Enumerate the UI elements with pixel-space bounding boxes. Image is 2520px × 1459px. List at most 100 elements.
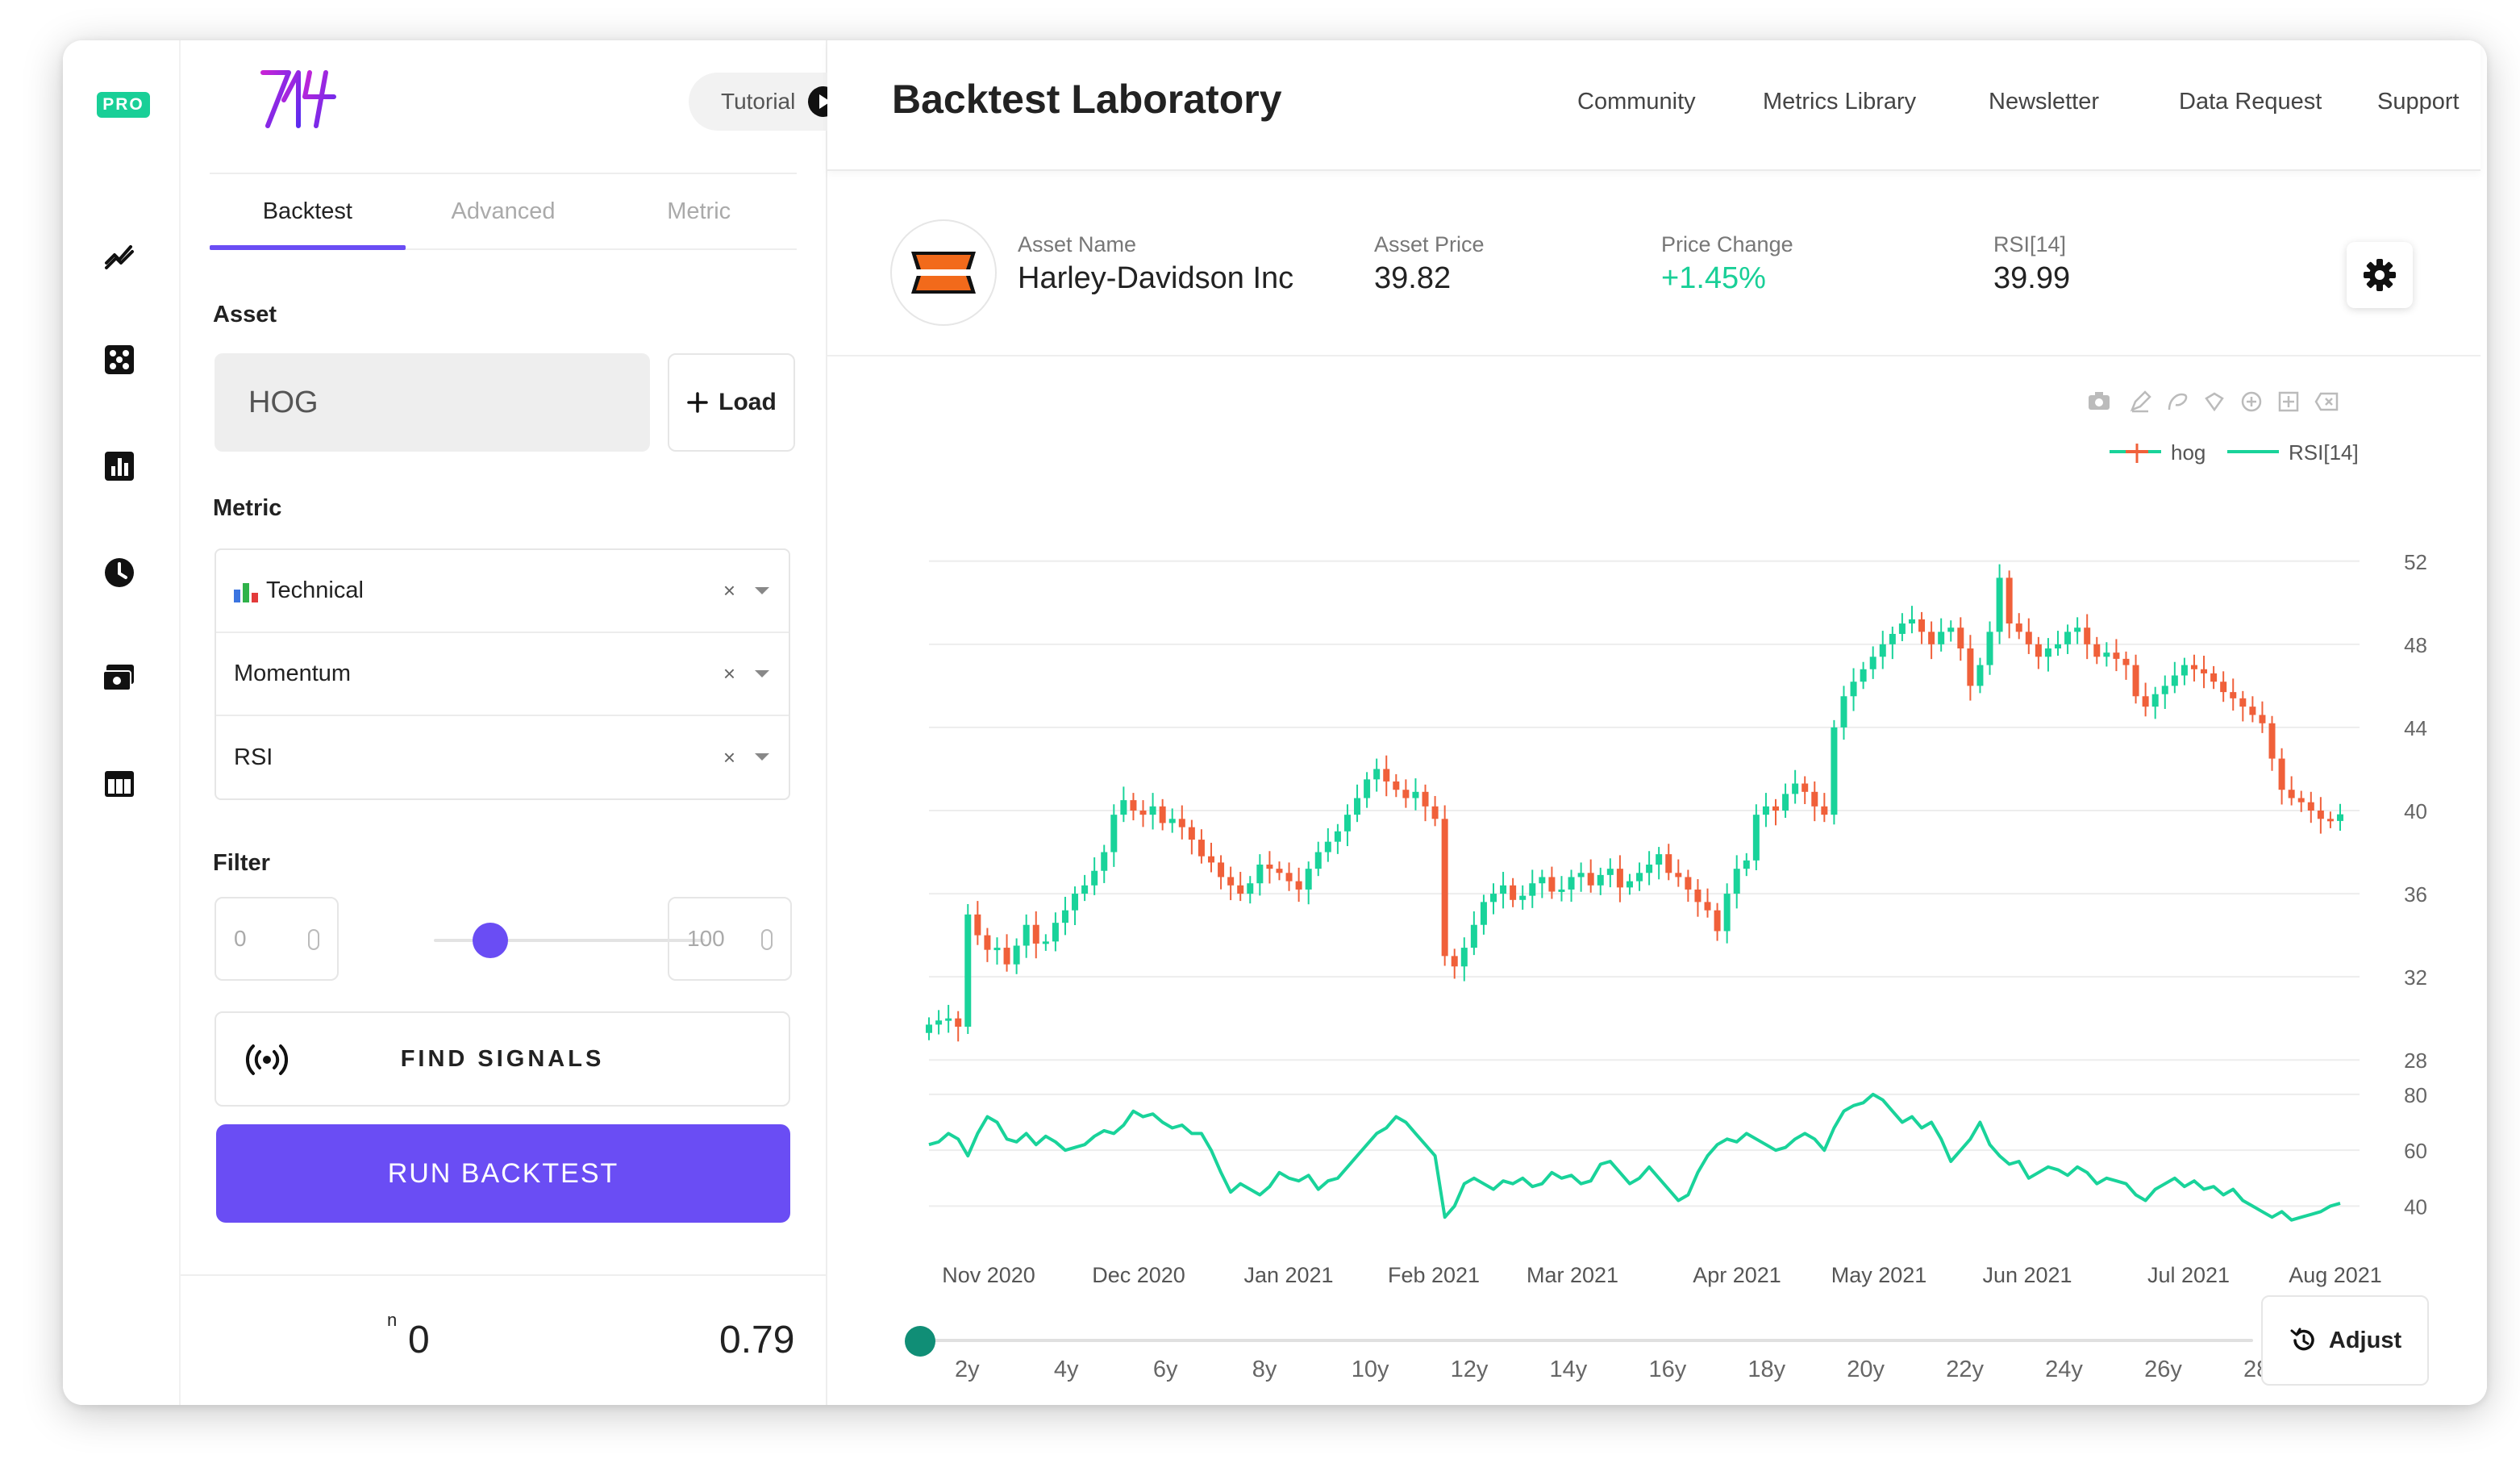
range-slider-handle[interactable] (905, 1326, 935, 1357)
candle-body (1500, 885, 1507, 894)
dice-icon[interactable] (100, 340, 139, 379)
price-tick-label: 44 (2404, 716, 2427, 740)
candle-body (1285, 873, 1293, 882)
filter-slider-track[interactable] (434, 939, 705, 942)
range-tick-label: 8y (1252, 1357, 1277, 1382)
rsi-tick-label: 60 (2404, 1139, 2427, 1163)
brand-logo-icon (256, 65, 345, 136)
candle-body (1519, 895, 1527, 900)
candle-body (1061, 910, 1068, 923)
candle-body (1938, 632, 1945, 644)
range-tick-label: 2y (955, 1357, 980, 1382)
nav-newsletter[interactable]: Newsletter (1989, 89, 2099, 115)
candle-body (2249, 707, 2256, 715)
candle-body (2103, 652, 2110, 657)
candle-body (1334, 831, 1341, 842)
find-signals-button[interactable]: FIND SIGNALS (215, 1011, 790, 1107)
asset-price-label: Asset Price (1374, 232, 1485, 256)
metric-label: Metric (213, 495, 282, 521)
candle-body (1256, 865, 1264, 884)
candle-body (1324, 841, 1331, 852)
nav-community[interactable]: Community (1577, 89, 1696, 115)
stepper-icon[interactable] (308, 929, 319, 950)
candle-body (1626, 881, 1633, 888)
asset-input[interactable]: HOG (215, 353, 650, 452)
chevron-down-icon[interactable] (755, 670, 769, 677)
candle-body (1558, 889, 1565, 892)
filter-slider-handle[interactable] (473, 923, 509, 958)
panel-tabs: Backtest Advanced Metric (210, 173, 797, 250)
candle-body (1422, 791, 1429, 807)
asset-name-value: Harley-Davidson Inc (1018, 261, 1294, 295)
x-tick-label: Mar 2021 (1527, 1263, 1618, 1287)
x-tick-label: Jul 2021 (2147, 1263, 2230, 1287)
chart-line-icon[interactable] (100, 236, 139, 274)
candle-body (1451, 956, 1458, 967)
filter-min-input[interactable]: 0 (215, 897, 339, 981)
candle-body (2132, 665, 2139, 697)
nav-support[interactable]: Support (2377, 89, 2460, 115)
pencil-icon[interactable] (2129, 390, 2151, 417)
price-rsi-chart[interactable]: 52 48 44 40 36 32 28 80 60 40 Nov 2020 Dec 2020 Jan … (827, 40, 2487, 1299)
tutorial-button[interactable]: Tutorial (689, 73, 855, 131)
settings-button[interactable] (2347, 242, 2413, 308)
candle-body (1714, 910, 1721, 932)
candle-body (2142, 696, 2149, 707)
filter-max-input[interactable]: 100 (668, 897, 792, 981)
autoscale-icon[interactable] (2277, 390, 2300, 417)
price-tick-label: 52 (2404, 550, 2427, 574)
candle-body (2064, 632, 2072, 644)
run-backtest-button[interactable]: RUN BACKTEST (216, 1124, 790, 1223)
candle-body (1431, 806, 1439, 819)
candle-body (2317, 811, 2324, 819)
backtest-panel: Tutorial Backtest Advanced Metric Asset … (181, 40, 855, 1405)
adjust-button[interactable]: Adjust (2261, 1295, 2429, 1386)
camera-icon[interactable] (2087, 390, 2111, 415)
clear-icon[interactable]: × (723, 661, 735, 686)
chevron-down-icon[interactable] (755, 587, 769, 594)
reset-axes-icon[interactable] (2314, 390, 2339, 417)
nav-data-request[interactable]: Data Request (2179, 89, 2322, 115)
clear-icon[interactable]: × (723, 578, 735, 602)
candle-body (1743, 860, 1750, 869)
candle-body (1918, 619, 1926, 632)
price-tick-label: 32 (2404, 965, 2427, 990)
candle-body (2044, 648, 2051, 657)
gear-icon (2364, 259, 2396, 291)
stepper-icon[interactable] (761, 929, 773, 950)
candle-body (1003, 948, 1010, 965)
candle-body (2074, 627, 2081, 632)
zoom-select-icon[interactable] (2203, 390, 2226, 417)
candle-body (1723, 894, 1731, 932)
tab-advanced[interactable]: Advanced (451, 198, 556, 224)
money-icon[interactable] (100, 658, 139, 697)
load-button[interactable]: Load (668, 353, 795, 452)
metric-select-group[interactable]: Momentum × (216, 633, 789, 716)
candle-body (993, 948, 1001, 951)
chevron-down-icon[interactable] (755, 753, 769, 761)
range-tick-label: 18y (1747, 1357, 1786, 1382)
range-tick-label: 16y (1648, 1357, 1687, 1382)
lasso-icon[interactable] (2166, 390, 2189, 417)
range-slider-track[interactable] (906, 1339, 2253, 1342)
metric-select-category[interactable]: Technical × (216, 550, 789, 633)
table-icon[interactable] (100, 765, 139, 803)
tab-backtest[interactable]: Backtest (210, 174, 406, 250)
stats-divider (181, 1274, 827, 1276)
pro-badge: PRO (97, 92, 150, 118)
candle-body (1266, 865, 1273, 869)
metric-select-indicator[interactable]: RSI × (216, 716, 789, 799)
candle-body (2006, 577, 2013, 624)
zoom-in-icon[interactable] (2240, 390, 2263, 417)
candle-body (974, 914, 981, 936)
find-signals-label: FIND SIGNALS (400, 1045, 605, 1072)
bar-chart-icon[interactable] (100, 447, 139, 486)
tab-metric[interactable]: Metric (667, 198, 731, 224)
candle-body (1188, 827, 1195, 840)
clear-icon[interactable]: × (723, 745, 735, 769)
stat-n-label: n (387, 1310, 398, 1330)
nav-metrics-library[interactable]: Metrics Library (1763, 89, 1917, 115)
metric-selector: Technical × Momentum × RSI × (215, 548, 790, 800)
candle-body (1694, 889, 1702, 902)
clock-icon[interactable] (100, 553, 139, 592)
